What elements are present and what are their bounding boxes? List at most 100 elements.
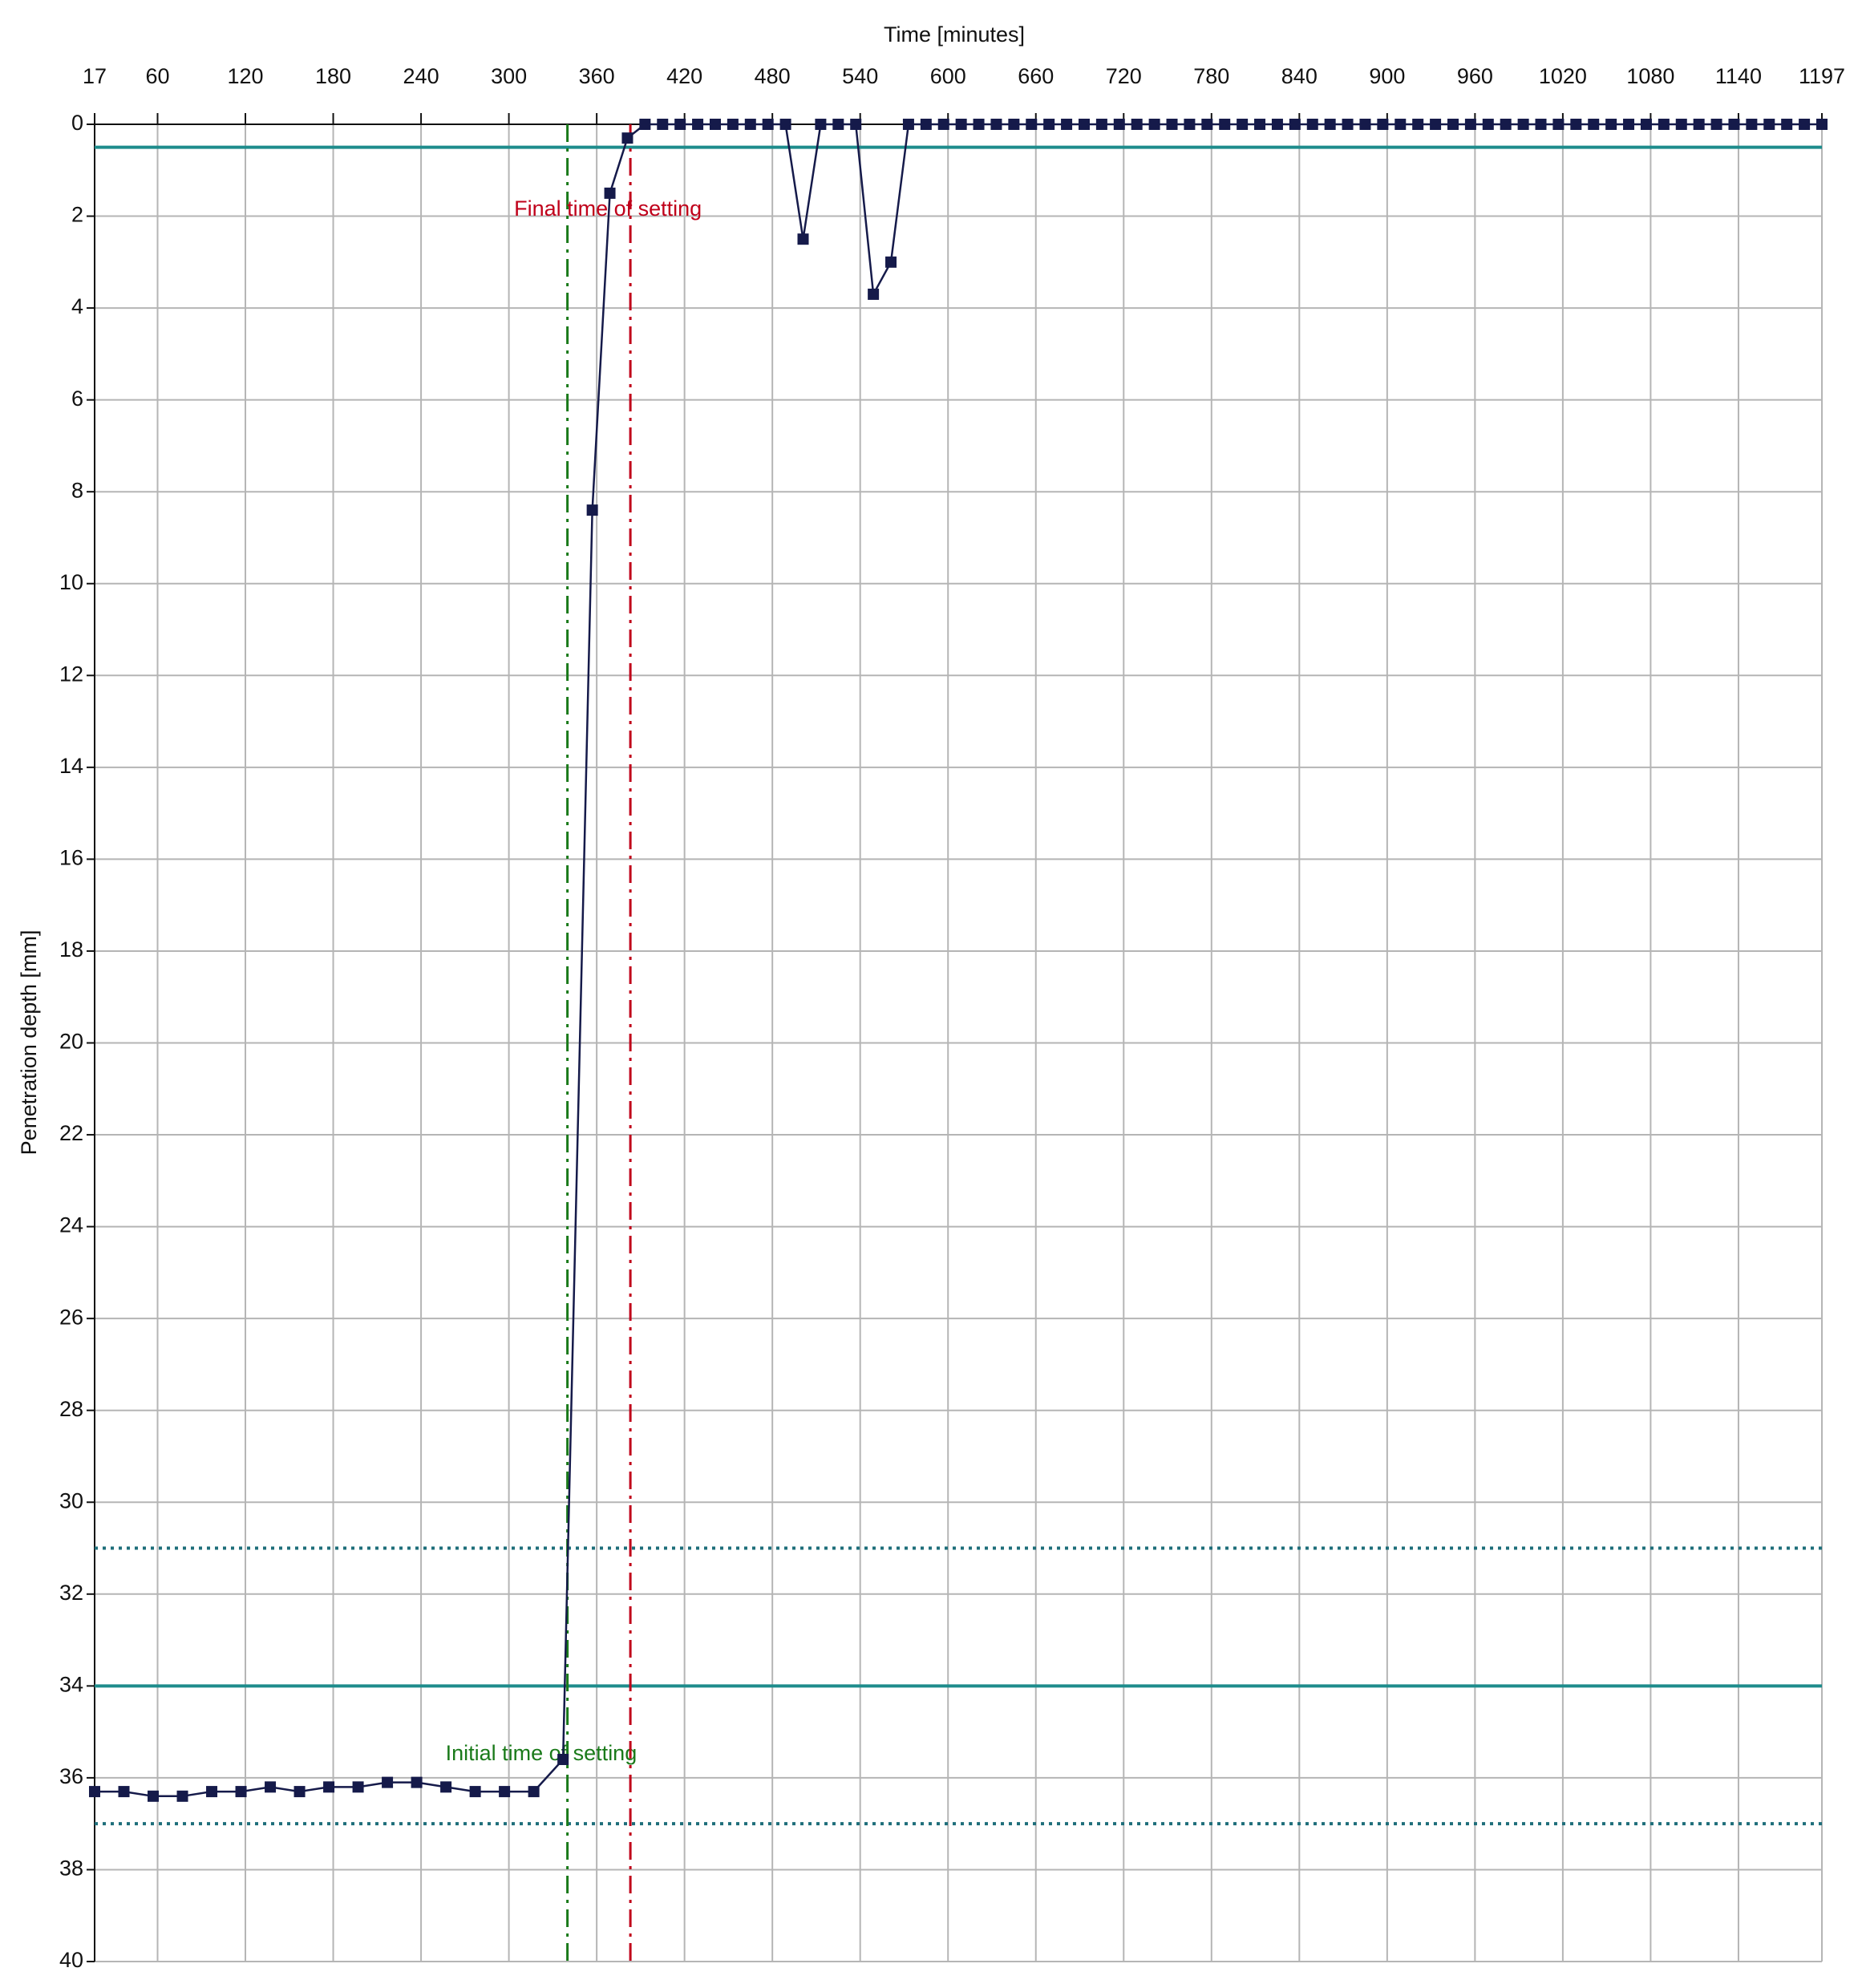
- data-point: [1377, 119, 1389, 130]
- data-point: [1464, 119, 1476, 130]
- data-point: [868, 288, 880, 300]
- data-point: [1412, 119, 1424, 130]
- x-tick-label: 600: [930, 64, 966, 88]
- data-point: [885, 256, 897, 268]
- x-tick-label: 17: [83, 64, 107, 88]
- data-point: [674, 119, 686, 130]
- data-point: [850, 119, 862, 130]
- x-tick-label: 660: [1018, 64, 1054, 88]
- data-point: [206, 1786, 218, 1798]
- data-point: [1061, 119, 1073, 130]
- data-point: [1799, 119, 1811, 130]
- data-point: [1271, 119, 1283, 130]
- data-point: [1324, 119, 1336, 130]
- y-tick-label: 12: [59, 662, 83, 686]
- data-point: [604, 187, 616, 199]
- data-point: [1078, 119, 1090, 130]
- y-tick-label: 10: [59, 570, 83, 594]
- data-point: [1552, 119, 1564, 130]
- data-point: [293, 1786, 306, 1798]
- data-point: [744, 119, 756, 130]
- y-tick-label: 38: [59, 1856, 83, 1881]
- x-tick-label: 540: [842, 64, 878, 88]
- data-point: [1008, 119, 1020, 130]
- data-point: [1781, 119, 1793, 130]
- y-tick-label: 14: [59, 754, 83, 778]
- data-point: [1237, 119, 1249, 130]
- data-point: [1746, 119, 1758, 130]
- data-point: [1816, 119, 1828, 130]
- data-point: [499, 1786, 511, 1798]
- data-point: [1710, 119, 1722, 130]
- y-tick-label: 20: [59, 1030, 83, 1054]
- y-tick-label: 36: [59, 1764, 83, 1788]
- data-point: [1640, 119, 1652, 130]
- data-point: [1148, 119, 1160, 130]
- y-tick-label: 0: [71, 111, 83, 135]
- x-tick-label: 360: [579, 64, 615, 88]
- data-point: [692, 119, 704, 130]
- data-point: [955, 119, 967, 130]
- x-tick-label: 180: [315, 64, 351, 88]
- y-tick-label: 28: [59, 1397, 83, 1421]
- data-point: [1254, 119, 1266, 130]
- y-tick-label: 34: [59, 1672, 83, 1696]
- data-point: [440, 1781, 452, 1793]
- data-point: [1500, 119, 1512, 130]
- data-point: [1623, 119, 1635, 130]
- data-point: [1535, 119, 1547, 130]
- x-tick-label: 780: [1193, 64, 1229, 88]
- data-point: [902, 119, 914, 130]
- data-point: [832, 119, 844, 130]
- data-point: [1095, 119, 1107, 130]
- data-point: [1728, 119, 1740, 130]
- data-line: [95, 123, 1822, 1798]
- y-tick-label: 16: [59, 846, 83, 870]
- data-point: [1184, 119, 1196, 130]
- x-tick-label: 420: [666, 64, 702, 88]
- data-point: [176, 1790, 188, 1802]
- data-point: [973, 119, 985, 130]
- x-tick-label: 480: [755, 64, 791, 88]
- data-point: [727, 119, 739, 130]
- x-tick-label: 1197: [1799, 64, 1845, 88]
- data-point: [1675, 119, 1687, 130]
- data-point: [1394, 119, 1407, 130]
- data-point: [762, 119, 774, 130]
- data-point: [89, 1786, 100, 1798]
- data-point: [1763, 119, 1775, 130]
- data-point: [265, 1781, 277, 1793]
- data-point: [469, 1786, 481, 1798]
- data-point: [1359, 119, 1371, 130]
- x-tick-label: 1140: [1715, 64, 1762, 88]
- data-point: [1588, 119, 1600, 130]
- data-point: [557, 1753, 569, 1765]
- y-tick-label: 40: [59, 1948, 83, 1972]
- data-point: [118, 1786, 130, 1798]
- data-point: [1306, 119, 1318, 130]
- x-tick-label: 1020: [1539, 64, 1587, 88]
- x-tick-label: 60: [145, 64, 169, 88]
- chart-title: Time [minutes]: [884, 22, 1025, 47]
- data-point: [1658, 119, 1670, 130]
- data-point: [1570, 119, 1582, 130]
- data-point: [1693, 119, 1705, 130]
- data-point: [1447, 119, 1459, 130]
- x-tick-label: 840: [1281, 64, 1318, 88]
- data-point: [990, 119, 1002, 130]
- data-point: [657, 119, 669, 130]
- x-tick-label: 300: [491, 64, 527, 88]
- data-point: [797, 233, 809, 245]
- data-point: [937, 119, 949, 130]
- data-point: [352, 1781, 364, 1793]
- data-point: [1342, 119, 1354, 130]
- data-point: [235, 1786, 247, 1798]
- x-tick-label: 120: [227, 64, 263, 88]
- y-tick-label: 2: [71, 203, 83, 227]
- data-point: [815, 119, 827, 130]
- data-point: [639, 119, 651, 130]
- annotation: Initial time of setting: [446, 1741, 638, 1765]
- y-tick-label: 24: [59, 1213, 83, 1237]
- x-tick-label: 240: [403, 64, 439, 88]
- data-point: [1289, 119, 1301, 130]
